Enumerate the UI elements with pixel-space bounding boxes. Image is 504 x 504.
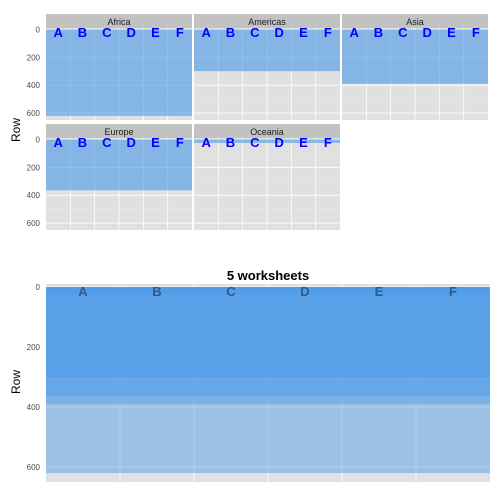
data-band xyxy=(46,396,490,404)
column-label: D xyxy=(300,284,309,299)
column-label: D xyxy=(274,25,283,40)
facet-strip xyxy=(342,14,488,28)
column-label: C xyxy=(226,284,236,299)
column-label: A xyxy=(201,25,211,40)
combined-chart: 5 worksheets Row A B C D E F 0 200 400 600 xyxy=(9,268,490,482)
facet-asia: Asia A B C D E F xyxy=(342,14,488,120)
column-label: F xyxy=(472,25,480,40)
column-label: B xyxy=(374,25,383,40)
column-label: C xyxy=(250,135,260,150)
facet-americas: Americas A B C D E F xyxy=(194,14,340,120)
column-label: E xyxy=(151,25,160,40)
column-label: A xyxy=(78,284,88,299)
facet-strip-label: Americas xyxy=(248,17,286,27)
data-fill-americas xyxy=(194,29,340,72)
y-tick-label: 200 xyxy=(27,343,41,352)
column-label: D xyxy=(126,135,135,150)
facet-strip-label: Asia xyxy=(406,17,424,27)
y-tick-label: 600 xyxy=(27,219,41,228)
y-tick-label: 400 xyxy=(27,81,41,90)
y-tick-label: 0 xyxy=(36,135,41,144)
column-label: B xyxy=(226,135,235,150)
column-label: E xyxy=(299,25,308,40)
data-band xyxy=(46,377,490,397)
y-tick-label: 200 xyxy=(27,53,41,62)
data-fill-europe xyxy=(46,139,192,191)
y-tick-label: 600 xyxy=(27,463,41,472)
y-tick-label: 0 xyxy=(36,283,41,292)
y-tick-label: 400 xyxy=(27,191,41,200)
column-label: C xyxy=(250,25,260,40)
column-label: C xyxy=(102,135,112,150)
y-axis-title: Row xyxy=(9,118,23,142)
column-label: F xyxy=(176,25,184,40)
y-tick-label: 0 xyxy=(36,25,41,34)
column-label: D xyxy=(274,135,283,150)
data-fill-asia xyxy=(342,29,488,84)
y-axis-title: Row xyxy=(9,370,23,394)
column-label: B xyxy=(78,135,87,150)
data-fill-africa xyxy=(46,29,192,116)
column-label: C xyxy=(398,25,408,40)
column-label: E xyxy=(375,284,384,299)
y-tick-label: 600 xyxy=(27,109,41,118)
facet-strip xyxy=(46,14,192,28)
facet-oceania: Oceania A B C D E F xyxy=(194,124,340,230)
column-label: B xyxy=(152,284,161,299)
column-label: F xyxy=(449,284,457,299)
facet-strip-label: Europe xyxy=(104,127,133,137)
column-label: A xyxy=(53,135,63,150)
column-label: D xyxy=(126,25,135,40)
facet-africa: Africa A B C D E F 0 200 400 600 xyxy=(27,14,192,120)
column-label: D xyxy=(422,25,431,40)
facet-europe: Europe A B C D E F 0 200 400 600 xyxy=(27,124,192,230)
y-tick-label: 200 xyxy=(27,163,41,172)
data-band xyxy=(46,294,490,377)
facet-strip xyxy=(46,124,192,138)
column-label: E xyxy=(447,25,456,40)
data-band xyxy=(46,404,490,473)
facet-strip xyxy=(194,124,340,138)
column-label: F xyxy=(324,135,332,150)
column-label: E xyxy=(299,135,308,150)
facet-strip xyxy=(194,14,340,28)
column-label: E xyxy=(151,135,160,150)
column-label: F xyxy=(324,25,332,40)
column-label: A xyxy=(53,25,63,40)
column-label: F xyxy=(176,135,184,150)
column-label: A xyxy=(201,135,211,150)
chart-title: 5 worksheets xyxy=(227,268,309,283)
column-label: C xyxy=(102,25,112,40)
data-band xyxy=(46,287,490,295)
column-label: A xyxy=(349,25,359,40)
facet-strip-label: Oceania xyxy=(250,127,284,137)
y-tick-label: 400 xyxy=(27,403,41,412)
column-label: B xyxy=(78,25,87,40)
data-fill-oceania xyxy=(194,139,340,143)
column-label: B xyxy=(226,25,235,40)
facet-strip-label: Africa xyxy=(107,17,130,27)
